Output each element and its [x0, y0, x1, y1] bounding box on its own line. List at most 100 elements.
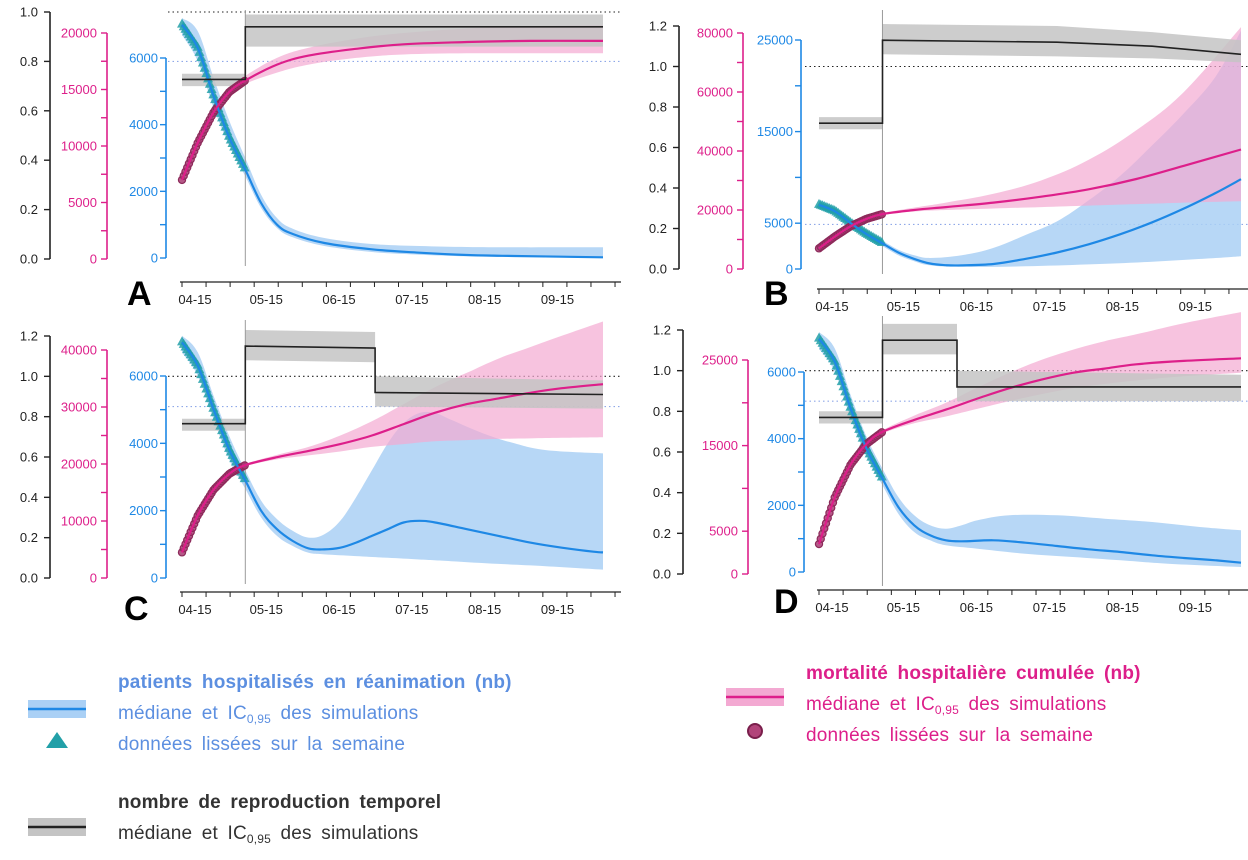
icu-tick-label: 0 [786, 262, 793, 277]
rt-tick-label: 1.0 [20, 5, 38, 20]
rt-tick-label: 0.4 [649, 181, 667, 196]
icu-ci-band [819, 30, 1241, 268]
x-tick-label: 09-15 [1179, 299, 1212, 314]
panel-label: B [764, 275, 789, 313]
mort-ci-band [819, 27, 1241, 249]
legend-icu-symbols [28, 700, 86, 748]
mort-median-line [180, 383, 604, 553]
panel-b: 0.0 0.2 0.4 0.6 0.8 1.0 1.2 0 20000 40000 60000 800… [649, 10, 1248, 314]
rt-ci-band [182, 330, 603, 431]
rt-tick-label: 0.6 [653, 445, 671, 460]
mort-tick-label: 40000 [61, 343, 97, 358]
legend-mort-title: mortalité hospitalière cumulée (nb) [806, 663, 1141, 684]
mort-tick-label: 10000 [61, 139, 97, 154]
legend-mort-median: médiane et IC0,95 des simulations [806, 689, 1141, 720]
mort-tick-label: 0 [726, 262, 733, 277]
legend-mort-data: données lissées sur la semaine [806, 725, 1094, 746]
x-tick-label: 05-15 [250, 292, 283, 307]
x-tick-label: 04-15 [178, 602, 211, 617]
x-tick-label: 09-15 [541, 292, 574, 307]
mort-tick-label: 20000 [61, 457, 97, 472]
x-tick-label: 07-15 [395, 602, 428, 617]
mort-median-line [817, 357, 1242, 545]
legend-mort-median-pre: médiane et IC [806, 694, 935, 715]
rt-tick-label: 0.2 [20, 202, 38, 217]
icu-tick-label: 5000 [764, 216, 793, 231]
mort-tick-label: 0 [90, 252, 97, 267]
legend-rt-median: médiane et IC0,95 des simulations [118, 818, 441, 849]
legend-icu-triangle-icon [46, 732, 68, 748]
mort-median-line [818, 148, 1242, 250]
x-tick-label: 07-15 [1033, 299, 1066, 314]
mort-ci-band [182, 25, 603, 180]
legend-icu-median: médiane et IC0,95 des simulations [118, 698, 512, 729]
legend-mort-median-post: des simulations [959, 694, 1107, 715]
mort-tick-label: 15000 [702, 438, 738, 453]
rt-tick-label: 0.4 [653, 485, 671, 500]
rt-tick-label: 0.8 [20, 54, 38, 69]
icu-tick-label: 0 [789, 565, 796, 580]
mort-tick-label: 5000 [709, 524, 738, 539]
icu-tick-label: 6000 [129, 369, 158, 384]
icu-tick-label: 0 [151, 251, 158, 266]
icu-median-line [818, 338, 1242, 564]
icu-ci-band [182, 335, 603, 570]
mort-ci-band [819, 312, 1241, 544]
mort-tick-label: 15000 [61, 82, 97, 97]
rt-ci-band [819, 323, 1241, 424]
panel-d: 0.0 0.2 0.4 0.6 0.8 1.0 1.2 0 5000 15000 25000 0 200… [653, 312, 1248, 621]
panel-a: 0.0 0.2 0.4 0.6 0.8 1.0 0 5000 10000 15000 20000 0 2… [20, 5, 621, 313]
rt-tick-label: 0.2 [653, 526, 671, 541]
legend-icu-median-post: des simulations [271, 703, 419, 724]
icu-tick-label: 25000 [757, 33, 793, 48]
mort-tick-label: 5000 [68, 195, 97, 210]
x-tick-label: 04-15 [178, 292, 211, 307]
rt-median-line [182, 26, 603, 81]
legend-rt-median-post: des simulations [271, 823, 419, 844]
icu-median-line [181, 341, 604, 554]
rt-ci-band [182, 14, 603, 87]
icu-ci-band [819, 332, 1241, 567]
legend-rt-title: nombre de reproduction temporel [118, 792, 442, 813]
mort-tick-label: 60000 [697, 85, 733, 100]
x-tick-label: 05-15 [887, 299, 920, 314]
icu-median-line [818, 178, 1242, 267]
icu-tick-label: 4000 [129, 436, 158, 451]
panel-label: D [774, 583, 799, 621]
x-tick-label: 05-15 [250, 602, 283, 617]
x-tick-label: 08-15 [468, 292, 501, 307]
mort-tick-label: 30000 [61, 400, 97, 415]
rt-ci-band [819, 24, 1241, 130]
x-tick-label: 07-15 [1033, 600, 1066, 615]
rt-tick-label: 0.4 [20, 153, 38, 168]
icu-tick-label: 4000 [767, 431, 796, 446]
x-tick-label: 04-15 [815, 600, 848, 615]
rt-tick-label: 0.0 [649, 262, 667, 277]
x-tick-label: 04-15 [815, 299, 848, 314]
legend-mort-symbols [726, 688, 784, 739]
rt-median-line [182, 345, 604, 425]
mort-tick-label: 10000 [61, 514, 97, 529]
rt-tick-label: 0.2 [649, 221, 667, 236]
rt-tick-label: 0.2 [20, 530, 38, 545]
x-tick-label: 06-15 [960, 299, 993, 314]
icu-tick-label: 4000 [129, 117, 158, 132]
mort-tick-label: 80000 [697, 26, 733, 41]
panel-label: C [124, 590, 149, 628]
x-tick-label: 08-15 [1106, 299, 1139, 314]
icu-tick-label: 2000 [129, 503, 158, 518]
mort-tick-label: 25000 [702, 353, 738, 368]
icu-tick-label: 6000 [129, 51, 158, 66]
x-tick-label: 05-15 [887, 600, 920, 615]
icu-tick-label: 2000 [767, 498, 796, 513]
rt-tick-label: 1.0 [649, 59, 667, 74]
mort-tick-label: 0 [731, 567, 738, 582]
mort-median-line [180, 39, 604, 181]
legend-icu-data: données lissées sur la semaine [118, 734, 406, 755]
icu-tick-label: 6000 [767, 365, 796, 380]
rt-tick-label: 1.2 [20, 329, 38, 344]
legend-mort-circle-icon [747, 723, 763, 739]
legend-rt-symbols [28, 818, 86, 836]
legend-rt-median-sub: 0,95 [246, 832, 272, 846]
